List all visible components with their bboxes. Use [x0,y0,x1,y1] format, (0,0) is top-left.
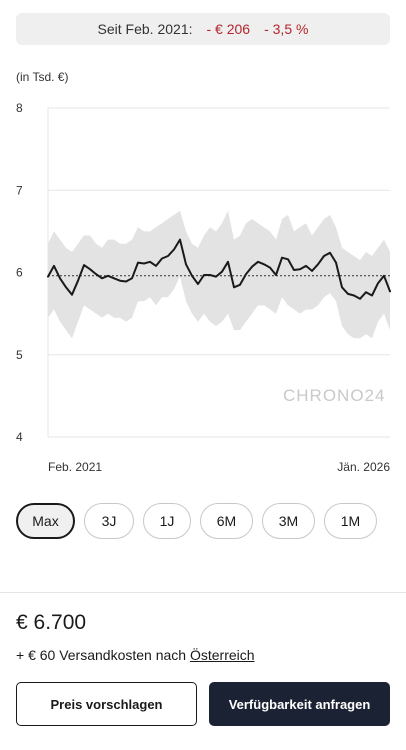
y-tick-label: 6 [16,266,23,280]
delta-absolute: - € 206 [206,21,251,37]
chart-unit-label: (in Tsd. €) [16,70,69,84]
range-1j-button[interactable]: 1J [143,503,191,539]
range-6m-button[interactable]: 6M [200,503,253,539]
range-3j-button[interactable]: 3J [84,503,134,539]
listing-price: € 6.700 [16,611,87,634]
make-offer-button[interactable]: Preis vorschlagen [16,682,197,726]
shipping-info: + € 60 Versandkosten nach Österreich [16,647,255,663]
since-label: Seit Feb. 2021: [97,21,193,37]
chart-y-ticks: 8 7 6 5 4 [16,101,23,444]
section-divider [0,592,406,593]
range-3m-button[interactable]: 3M [262,503,315,539]
price-series-line [47,238,391,300]
range-1m-button[interactable]: 1M [324,503,377,539]
chart-x-labels: Feb. 2021 Jän. 2026 [48,460,390,474]
y-tick-label: 8 [16,101,23,115]
chart-series [47,238,391,300]
y-tick-label: 4 [16,430,23,444]
chrono24-watermark-logo: CHRONO24 [283,386,386,405]
x-label-end: Jän. 2026 [337,460,390,474]
shipping-prefix: + € 60 Versandkosten nach [16,647,187,663]
price-chart[interactable]: 8 7 6 5 4 Feb. 2021 Jän. 2026 [0,90,406,480]
y-tick-label: 5 [16,348,23,362]
x-label-start: Feb. 2021 [48,460,102,474]
delta-percent: - 3,5 % [264,21,309,37]
range-max-button[interactable]: Max [16,503,75,539]
y-tick-label: 7 [16,183,23,197]
shipping-country-link[interactable]: Österreich [189,647,255,663]
price-change-summary: Seit Feb. 2021: - € 206 - 3,5 % [16,13,390,45]
time-range-selector: Max 3J 1J 6M 3M 1M [16,503,377,539]
request-availability-button[interactable]: Verfügbarkeit anfragen [209,682,390,726]
